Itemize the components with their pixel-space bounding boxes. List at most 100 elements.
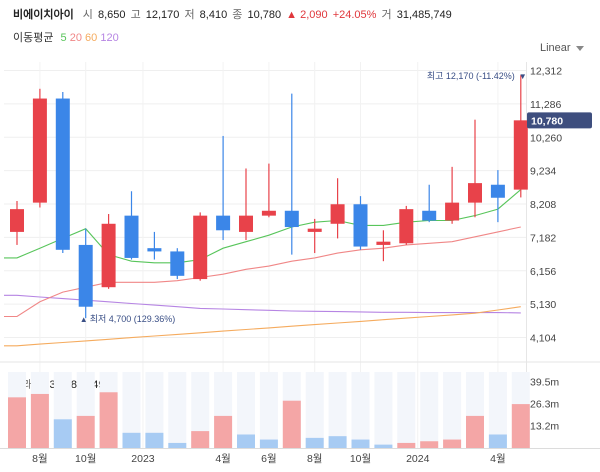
high-value: 12,170: [145, 9, 180, 21]
price-tick-label: 11,286: [530, 99, 561, 111]
volume-bar: [214, 415, 233, 448]
volume-column-bg: [397, 372, 416, 448]
low-value: 8,410: [199, 9, 228, 21]
candle-body: [10, 209, 24, 232]
candle-body: [490, 184, 505, 198]
volume-tick-label: 13.2m: [530, 421, 559, 433]
candle-body: [376, 241, 391, 245]
candles: [10, 75, 528, 319]
time-tick-label: 6월: [261, 453, 277, 465]
price-axis: 4,104 5,130 6,156 7,182 8,208 9,234 10,260 11,2…: [527, 66, 592, 345]
price-tick-label: 9,234: [530, 166, 556, 178]
change-percent: +24.05%: [332, 9, 377, 21]
candle-body: [193, 215, 208, 280]
volume-bar: [191, 431, 210, 448]
volume-bar: [99, 392, 118, 448]
candle-body: [216, 215, 231, 231]
volume-column-bg: [374, 372, 393, 448]
candle-body: [284, 210, 299, 228]
price-tick-label: 5,130: [530, 299, 556, 311]
ma120-legend: 120: [100, 32, 119, 44]
volume-tick-label: 39.5m: [530, 376, 559, 388]
volume-bar: [443, 439, 462, 448]
price-tick-label: 7,182: [530, 232, 556, 244]
candle-body: [78, 244, 93, 307]
volume-bar: [30, 393, 49, 448]
time-axis: 8월 10월 2023 4월 6월 8월 10월 2024 4월: [32, 453, 505, 465]
close-value: 10,780: [247, 9, 282, 21]
volume-bar: [282, 400, 301, 448]
volume-bars: [8, 372, 530, 448]
candle-body: [307, 228, 322, 232]
volume-column-bg: [420, 372, 439, 448]
candle-body: [170, 251, 185, 276]
candle-body: [101, 223, 116, 288]
volume-tick-label: 26.3m: [530, 399, 559, 411]
candle-body: [353, 204, 368, 247]
volume-bar: [466, 415, 484, 448]
volume-axis: 39.5m 26.3m 13.2m: [530, 376, 559, 432]
low-annotation: 최저 4,700 (129.36%): [90, 314, 176, 324]
volume-column-bg: [237, 372, 255, 448]
volume-column-bg: [443, 372, 462, 448]
ma60-line: [4, 306, 521, 347]
candle-body: [422, 210, 437, 221]
candle-body: [124, 215, 139, 258]
price-tick-label: 4,104: [530, 333, 556, 345]
candle-body: [147, 248, 162, 252]
volume-bar: [305, 437, 324, 448]
price-tick-label: 6,156: [530, 266, 556, 278]
ma5-legend: 5: [60, 32, 67, 44]
annotations: 최고 12,170 (-11.42%) ▼ ▲ 최저 4,700 (129.36%): [80, 71, 527, 324]
time-tick-label: 10월: [75, 453, 96, 465]
volume-bar: [328, 436, 347, 448]
time-tick-label: 4월: [215, 453, 231, 465]
low-marker-icon: ▲: [80, 315, 88, 324]
time-tick-label: 2024: [406, 453, 430, 465]
time-tick-label: 8월: [307, 453, 323, 465]
ma20-legend: 20: [69, 32, 82, 44]
candle-body: [468, 183, 482, 203]
candle-body: [513, 120, 528, 190]
open-value: 8,650: [97, 9, 126, 21]
volume-column-bg: [259, 372, 278, 448]
volume-column-bg: [351, 372, 370, 448]
high-marker-icon: ▼: [519, 72, 527, 81]
candle-body: [399, 209, 414, 244]
price-tick-label: 10,260: [530, 132, 562, 144]
candle-body: [55, 98, 70, 250]
volume-bar: [374, 444, 393, 448]
volume-column-bg: [122, 372, 141, 448]
volume-column-bg: [168, 372, 187, 448]
candle-body: [445, 202, 460, 221]
candle-body: [330, 204, 345, 224]
current-price-label: 10,780: [531, 115, 563, 127]
volume-column-bg: [145, 372, 164, 448]
scale-mode-dropdown[interactable]: Linear: [540, 42, 584, 54]
volume-column-bg: [191, 372, 210, 448]
time-tick-label: 2023: [131, 453, 155, 465]
price-tick-label: 8,208: [530, 199, 556, 211]
time-tick-label: 10월: [350, 453, 371, 465]
volume-column-bg: [305, 372, 324, 448]
volume-bar: [259, 439, 278, 448]
volume-bar: [53, 419, 72, 448]
high-label: 고: [130, 9, 141, 21]
low-label: 저: [184, 9, 195, 21]
quote-header: 비에이치아이 시 8,650 고 12,170 저 8,410 종 10,780…: [13, 6, 454, 22]
candle-body: [261, 210, 276, 216]
price-tick-label: 12,312: [530, 66, 562, 78]
volume-bar: [8, 397, 26, 448]
volume-bar: [145, 432, 164, 448]
ma60-legend: 60: [85, 32, 98, 44]
time-tick-label: 8월: [32, 453, 48, 465]
moving-average-legend[interactable]: 이동평균 5 20 60 120: [13, 29, 119, 45]
volume-bar: [76, 415, 95, 448]
volume-bar: [488, 434, 507, 448]
candle-body: [239, 215, 253, 232]
volume-value: 31,485,749: [396, 9, 452, 21]
volume-label: 거: [381, 9, 392, 21]
volume-bar: [511, 404, 530, 448]
volume-bar: [168, 442, 187, 448]
